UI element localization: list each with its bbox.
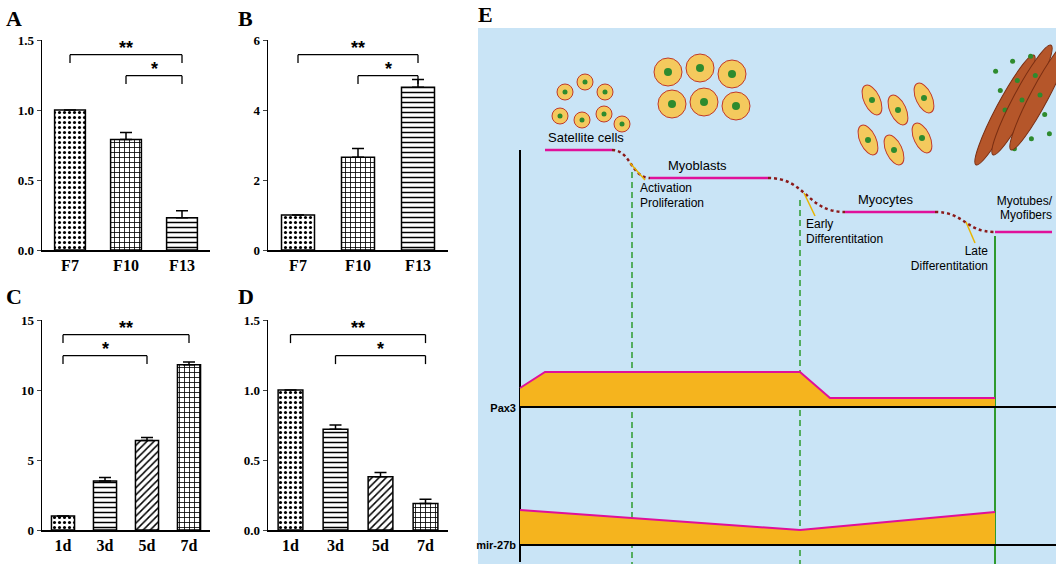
svg-text:3d: 3d bbox=[97, 537, 114, 554]
svg-text:0.5: 0.5 bbox=[18, 173, 35, 188]
svg-text:**: ** bbox=[119, 38, 133, 58]
svg-text:Differentitation: Differentitation bbox=[806, 232, 883, 246]
svg-text:*: * bbox=[151, 59, 158, 79]
svg-text:**: ** bbox=[119, 318, 133, 338]
svg-text:Myocytes: Myocytes bbox=[858, 192, 913, 207]
svg-text:1.0: 1.0 bbox=[18, 103, 34, 118]
svg-text:*: * bbox=[385, 59, 392, 79]
svg-text:10: 10 bbox=[21, 383, 34, 398]
svg-text:2: 2 bbox=[253, 173, 260, 188]
svg-text:0.5: 0.5 bbox=[244, 453, 261, 468]
svg-text:Pax3: Pax3 bbox=[490, 402, 516, 414]
svg-text:C: C bbox=[6, 284, 22, 309]
svg-text:**: ** bbox=[351, 38, 365, 58]
svg-text:F13: F13 bbox=[405, 257, 431, 274]
svg-text:A: A bbox=[6, 6, 22, 31]
svg-text:Satellite cells: Satellite cells bbox=[548, 130, 624, 145]
svg-text:Early: Early bbox=[806, 217, 833, 231]
svg-text:Myoblasts: Myoblasts bbox=[668, 158, 727, 173]
svg-text:Late: Late bbox=[965, 244, 989, 258]
svg-text:5: 5 bbox=[27, 453, 34, 468]
svg-text:Myofibers: Myofibers bbox=[1000, 208, 1052, 222]
svg-text:F13: F13 bbox=[169, 257, 195, 274]
svg-text:E: E bbox=[478, 2, 493, 27]
svg-text:3d: 3d bbox=[327, 537, 344, 554]
svg-text:Differentitation: Differentitation bbox=[911, 259, 988, 273]
svg-text:5d: 5d bbox=[372, 537, 389, 554]
svg-text:15: 15 bbox=[21, 313, 35, 328]
svg-text:6: 6 bbox=[253, 33, 260, 48]
svg-text:F10: F10 bbox=[345, 257, 371, 274]
svg-text:1d: 1d bbox=[282, 537, 299, 554]
svg-text:4: 4 bbox=[253, 103, 260, 118]
svg-text:*: * bbox=[377, 339, 384, 359]
svg-text:0: 0 bbox=[27, 523, 34, 538]
svg-text:0.0: 0.0 bbox=[244, 523, 260, 538]
svg-text:mir-27b: mir-27b bbox=[476, 539, 516, 551]
svg-text:0.0: 0.0 bbox=[18, 243, 34, 258]
svg-text:B: B bbox=[238, 6, 253, 31]
svg-text:F7: F7 bbox=[289, 257, 307, 274]
svg-text:Activation: Activation bbox=[640, 181, 692, 195]
svg-text:1.5: 1.5 bbox=[244, 313, 261, 328]
svg-text:*: * bbox=[102, 339, 109, 359]
svg-text:1.5: 1.5 bbox=[18, 33, 35, 48]
svg-text:7d: 7d bbox=[181, 537, 198, 554]
svg-text:D: D bbox=[238, 284, 254, 309]
svg-text:**: ** bbox=[351, 318, 365, 338]
svg-text:7d: 7d bbox=[417, 537, 434, 554]
svg-text:5d: 5d bbox=[139, 537, 156, 554]
svg-text:1.0: 1.0 bbox=[244, 383, 260, 398]
svg-text:1d: 1d bbox=[55, 537, 72, 554]
svg-text:Myotubes/: Myotubes/ bbox=[997, 194, 1053, 208]
svg-text:Proliferation: Proliferation bbox=[640, 196, 704, 210]
svg-text:F10: F10 bbox=[113, 257, 139, 274]
svg-text:0: 0 bbox=[253, 243, 260, 258]
svg-text:F7: F7 bbox=[61, 257, 79, 274]
